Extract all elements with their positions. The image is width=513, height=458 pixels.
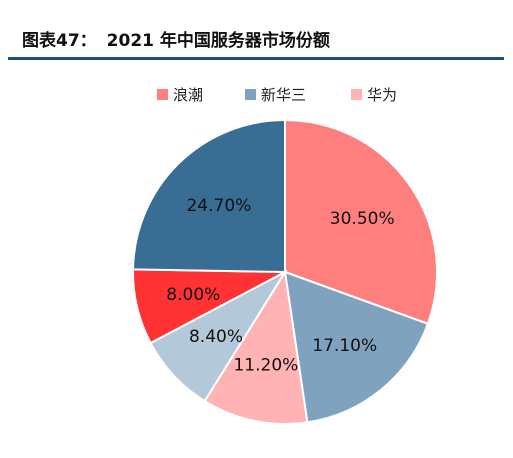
figure-label: 图表47： [22,31,97,51]
chart-legend: 浪潮 新华三 华为 [0,82,513,108]
chart-title: 图表47： 2021 年中国服务器市场份额 [22,26,330,51]
figure-title: 2021 年中国服务器市场份额 [106,31,330,51]
pie-data-label-4: 8.00% [166,285,220,305]
legend-item-langchao: 浪潮 [157,82,203,106]
pie-data-label-5: 24.70% [186,196,251,216]
pie-slice-5 [132,118,286,274]
legend-item-huawei: 华为 [351,82,397,106]
legend-swatch [351,88,362,100]
pie-data-label-3: 8.40% [189,327,243,347]
legend-label: 浪潮 [173,85,204,104]
figure-header: 图表47： 2021 年中国服务器市场份额 [0,0,513,62]
legend-item-xinhuasan: 新华三 [245,82,306,106]
legend-swatch [157,88,168,100]
legend-label: 华为 [367,85,398,104]
pie-data-label-1: 17.10% [312,336,377,356]
pie-slice-2 [203,269,309,425]
pie-data-label-2: 11.20% [233,355,298,375]
legend-swatch [245,88,256,100]
pie-data-label-0: 30.50% [330,209,395,229]
pie-slice-0 [284,118,438,326]
pie-slice-1 [283,270,430,424]
legend-label: 新华三 [261,85,307,104]
title-underline [8,57,504,60]
